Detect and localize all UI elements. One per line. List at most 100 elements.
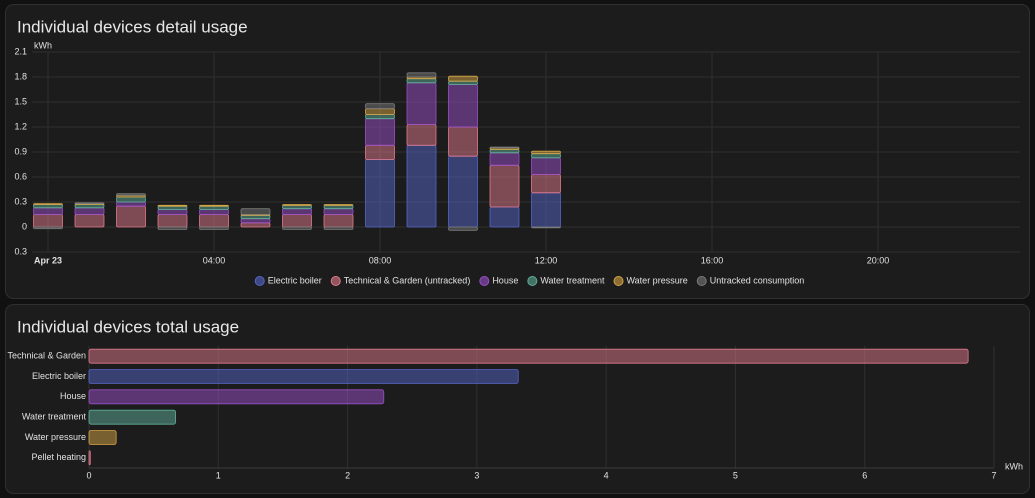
y-tick-label: 0 — [22, 221, 27, 231]
y-tick-label: 0.3 — [14, 246, 27, 256]
legend-swatch — [254, 276, 265, 286]
bar-segment — [489, 149, 520, 154]
bar-segment — [116, 193, 146, 196]
bar-segment — [199, 226, 229, 230]
x-tick-label: 2 — [345, 470, 350, 480]
x-tick-label: 16:00 — [701, 255, 724, 265]
bar — [88, 389, 385, 405]
legend-label: Technical & Garden (untracked) — [344, 275, 471, 285]
y-tick-label: Pellet heating — [31, 452, 86, 462]
bar-segment — [323, 204, 354, 206]
bar-segment — [282, 226, 312, 230]
bar-segment — [33, 226, 63, 230]
bar-segment — [448, 84, 478, 128]
y-tick-label: 2.1 — [14, 46, 27, 56]
y-tick-label: Technical & Garden — [7, 351, 86, 361]
y-tick-label: 1.2 — [14, 121, 27, 131]
bar-segment — [448, 126, 478, 157]
bar-segment — [365, 108, 395, 115]
bar-segment — [240, 214, 271, 220]
y-tick-label: 0.3 — [14, 196, 27, 206]
bar-segment — [448, 226, 478, 231]
legend-label: Electric boiler — [268, 275, 322, 285]
bar-segment — [282, 208, 312, 215]
bar-segment — [33, 204, 63, 209]
bar-segment — [489, 164, 520, 208]
y-tick-label: Water pressure — [25, 432, 86, 442]
bar-segment — [406, 144, 437, 228]
legend-label: Water pressure — [627, 275, 688, 285]
x-tick-label: 04:00 — [203, 255, 226, 265]
axis-unit: kWh — [34, 40, 52, 50]
bar-segment — [240, 218, 271, 224]
bar-segment — [531, 150, 561, 155]
bar-segment — [199, 204, 229, 207]
bar-segment — [365, 118, 395, 146]
y-tick-label: 0.9 — [14, 146, 27, 156]
x-tick-label: 5 — [733, 470, 738, 480]
x-tick-label: 4 — [604, 470, 609, 480]
x-tick-label: 3 — [474, 470, 479, 480]
legend-swatch — [330, 276, 341, 286]
bar-segment — [282, 214, 312, 228]
bar-segment — [448, 75, 478, 82]
legend-label: Water treatment — [540, 275, 605, 285]
bar-segment — [74, 207, 105, 215]
y-tick-label: Water treatment — [22, 412, 87, 422]
bar-segment — [157, 226, 188, 230]
bar-segment — [199, 214, 229, 228]
legend-swatch — [527, 276, 538, 286]
y-tick-label: House — [60, 391, 86, 401]
x-tick-label: 1 — [216, 470, 221, 480]
bar-segment — [323, 226, 354, 230]
bar-segment — [323, 208, 354, 215]
bar-segment — [489, 206, 520, 228]
bar-segment — [199, 209, 229, 215]
bar — [88, 409, 177, 425]
bar-segment — [448, 80, 478, 85]
x-tick-label: Apr 23 — [34, 255, 62, 265]
y-tick-label: 1.5 — [14, 96, 27, 106]
bar — [88, 430, 117, 445]
x-tick-label: 08:00 — [369, 255, 392, 265]
bar-segment — [157, 204, 188, 207]
bar-segment — [531, 157, 561, 175]
bar-segment — [531, 153, 561, 159]
bar-segment — [157, 214, 188, 228]
bar-segment — [406, 124, 437, 146]
y-tick-label: Electric boiler — [32, 371, 86, 381]
legend-label: Untracked consumption — [710, 275, 805, 285]
bar-segment — [406, 78, 437, 84]
bar-segment — [74, 214, 105, 228]
y-tick-label: 0.6 — [14, 171, 27, 181]
bar-segment — [282, 204, 312, 206]
card-title: Individual devices detail usage — [17, 17, 248, 36]
bar-segment — [365, 103, 395, 110]
bar-segment — [33, 214, 63, 228]
bar-segment — [240, 222, 271, 228]
bar-segment — [199, 205, 229, 210]
bar-segment — [406, 72, 437, 78]
x-tick-label: 20:00 — [867, 255, 890, 265]
bar-segment — [406, 82, 437, 125]
bar-segment — [116, 201, 146, 207]
bar-segment — [157, 205, 188, 210]
bar — [88, 369, 519, 384]
bar-segment — [240, 208, 271, 215]
bar-segment — [531, 174, 561, 194]
bar-segment — [448, 155, 478, 228]
bar-segment — [365, 159, 395, 228]
bar-segment — [323, 214, 354, 228]
y-tick-label: 1.8 — [14, 71, 27, 81]
bar-segment — [116, 196, 146, 203]
card-title: Individual devices total usage — [17, 317, 239, 336]
legend-swatch — [613, 276, 624, 286]
bar-segment — [74, 204, 105, 209]
legend: Electric boiler Technical & Garden (untra… — [254, 275, 805, 286]
bar-segment — [282, 204, 312, 210]
bar-segment — [74, 202, 105, 205]
bar-segment — [116, 205, 146, 228]
x-tick-label: 6 — [862, 470, 867, 480]
bar-segment — [365, 144, 395, 160]
